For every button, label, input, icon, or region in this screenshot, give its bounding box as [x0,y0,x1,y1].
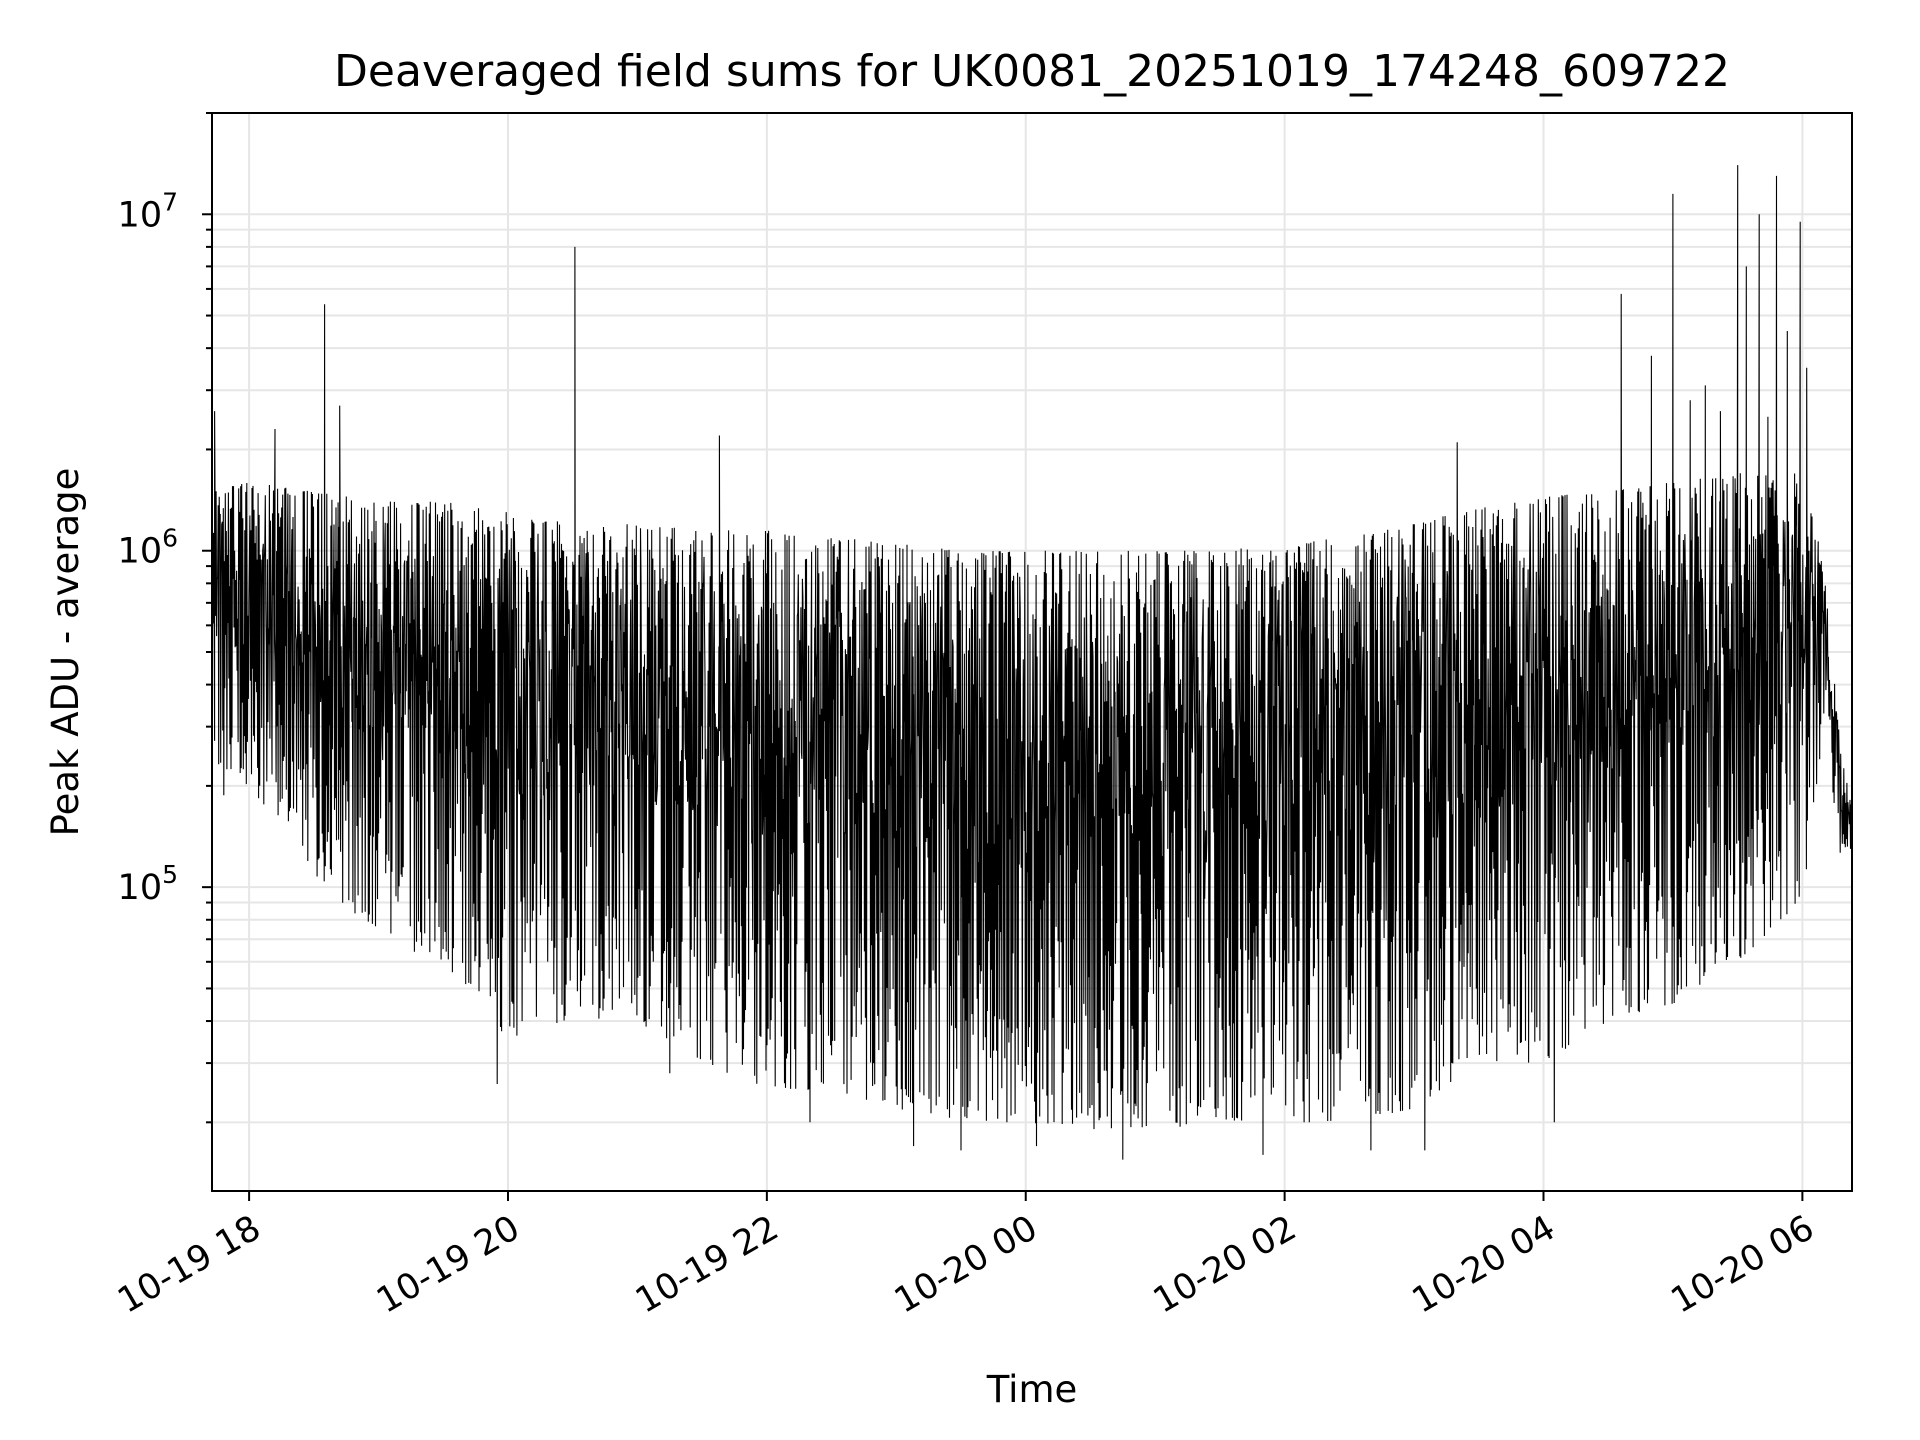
chart-title: Deaveraged field sums for UK0081_2025101… [334,46,1730,97]
y-tick-label: 107 [118,187,178,235]
plot-series [211,165,1853,1160]
y-axis: 105 106 107 [118,112,212,1124]
x-axis-label: Time [986,1368,1078,1411]
y-tick-label: 105 [118,860,178,908]
y-tick-label: 106 [118,524,178,572]
series-line [211,165,1853,1160]
y-axis-label: Peak ADU - average [44,468,87,837]
